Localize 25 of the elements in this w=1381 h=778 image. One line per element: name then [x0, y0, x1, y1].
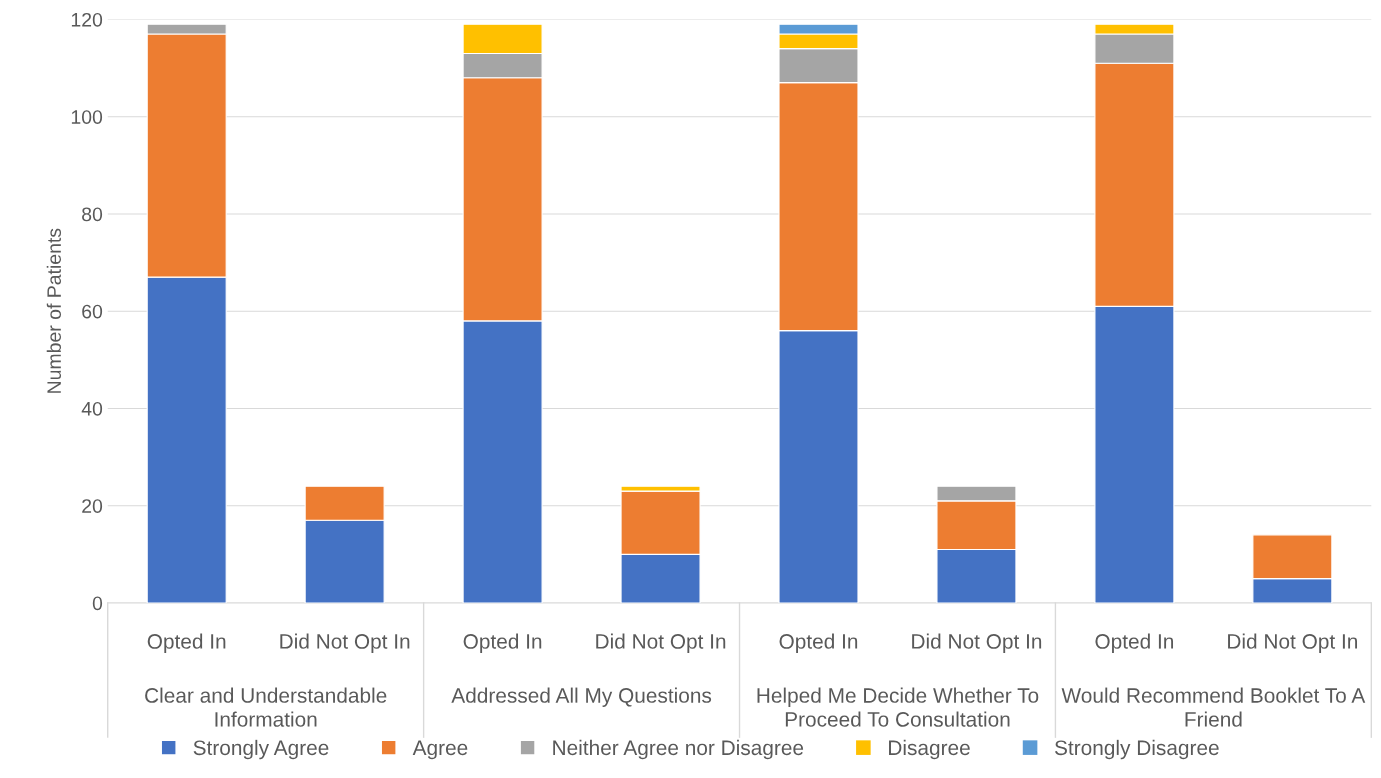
y-tick-label: 20	[82, 499, 103, 513]
text: Addressed All My Questions	[451, 687, 712, 707]
y-axis-title: Number of Patients	[46, 228, 62, 393]
y-tick-label: 40	[81, 401, 103, 416]
y-tick-label: 80	[82, 207, 103, 222]
y-tick-label: 60	[82, 304, 103, 319]
x-tick-label: Opted In	[779, 633, 858, 653]
x-tick-label: Did Not Opt In	[280, 633, 410, 653]
y-tick-label: 100	[71, 110, 103, 124]
x-tick-label: Did Not Opt In	[912, 633, 1042, 653]
legend-label: Agree	[412, 740, 468, 760]
x-tick-label: Did Not Opt In	[596, 633, 726, 653]
legend-label: Strongly Disagree	[1054, 739, 1219, 760]
x-tick-label: Opted In	[1095, 633, 1174, 653]
legend-label: Neither Agree nor Disagree	[553, 739, 804, 760]
x-tick-label: Opted In	[147, 633, 226, 653]
legend-label: Disagree	[889, 739, 970, 760]
text: Clear and Understandable Information	[145, 687, 387, 727]
x-tick-label: Opted In	[463, 633, 542, 653]
text: Helped Me Decide Whether To Proceed To Consultation	[757, 687, 1039, 727]
x-tick-label: Did Not Opt In	[1228, 633, 1358, 653]
legend-label: Strongly Agree	[193, 739, 329, 760]
text: Would Recommend Booklet To A Friend	[1061, 687, 1366, 727]
y-tick-label: 120	[71, 12, 103, 27]
y-tick-label: 0	[92, 596, 103, 611]
